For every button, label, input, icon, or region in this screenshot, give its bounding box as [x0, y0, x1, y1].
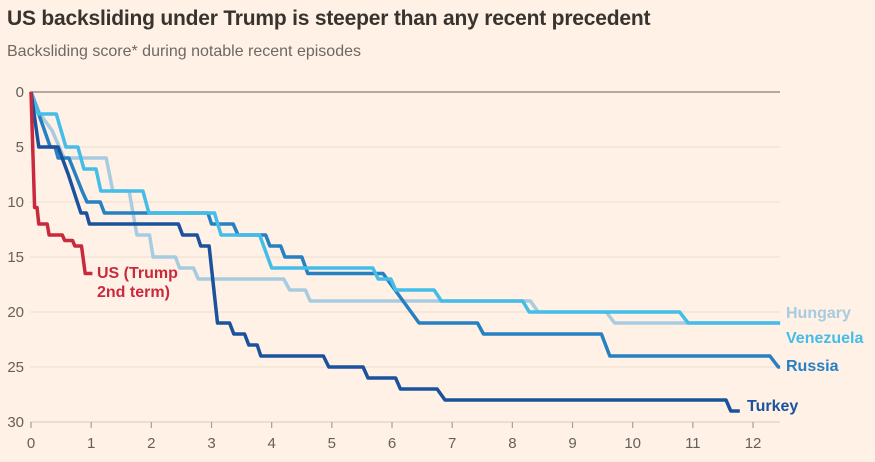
y-axis-label-20: 20 — [7, 304, 24, 321]
series-line-russia — [29, 91, 781, 369]
series-line-us-trump-2nd-term — [29, 91, 93, 276]
y-axis-label-0: 0 — [16, 84, 24, 101]
x-axis-label-2: 2 — [147, 435, 155, 452]
x-axis-label-8: 8 — [508, 435, 516, 452]
x-axis-label-11: 11 — [685, 435, 701, 452]
x-axis-label-9: 9 — [568, 435, 576, 452]
series-label-russia: Russia — [786, 358, 839, 375]
series-label-us-trump: US (Trump — [97, 265, 178, 282]
series-line-venezuela — [29, 91, 781, 325]
x-axis-label-4: 4 — [268, 435, 276, 452]
y-axis-label-5: 5 — [16, 139, 24, 156]
series-label-hungary: Hungary — [786, 305, 851, 322]
series-label-venezuela: Venezuela — [786, 330, 863, 347]
series-line-turkey — [29, 91, 740, 413]
x-axis-label-3: 3 — [207, 435, 215, 452]
x-axis-label-6: 6 — [388, 435, 396, 452]
x-axis-label-10: 10 — [624, 435, 641, 452]
x-axis-label-12: 12 — [745, 435, 762, 452]
series-label-turkey: Turkey — [747, 398, 798, 415]
y-axis-label-10: 10 — [7, 194, 24, 211]
y-axis-label-15: 15 — [7, 249, 24, 266]
y-axis-label-30: 30 — [7, 414, 24, 431]
x-axis-label-5: 5 — [328, 435, 336, 452]
series-label-2nd-term: 2nd term) — [97, 284, 170, 301]
x-axis-label-7: 7 — [448, 435, 456, 452]
x-axis-label-0: 0 — [27, 435, 35, 452]
x-axis-label-1: 1 — [87, 435, 95, 452]
y-axis-label-25: 25 — [7, 359, 24, 376]
series-line-hungary — [29, 91, 781, 325]
